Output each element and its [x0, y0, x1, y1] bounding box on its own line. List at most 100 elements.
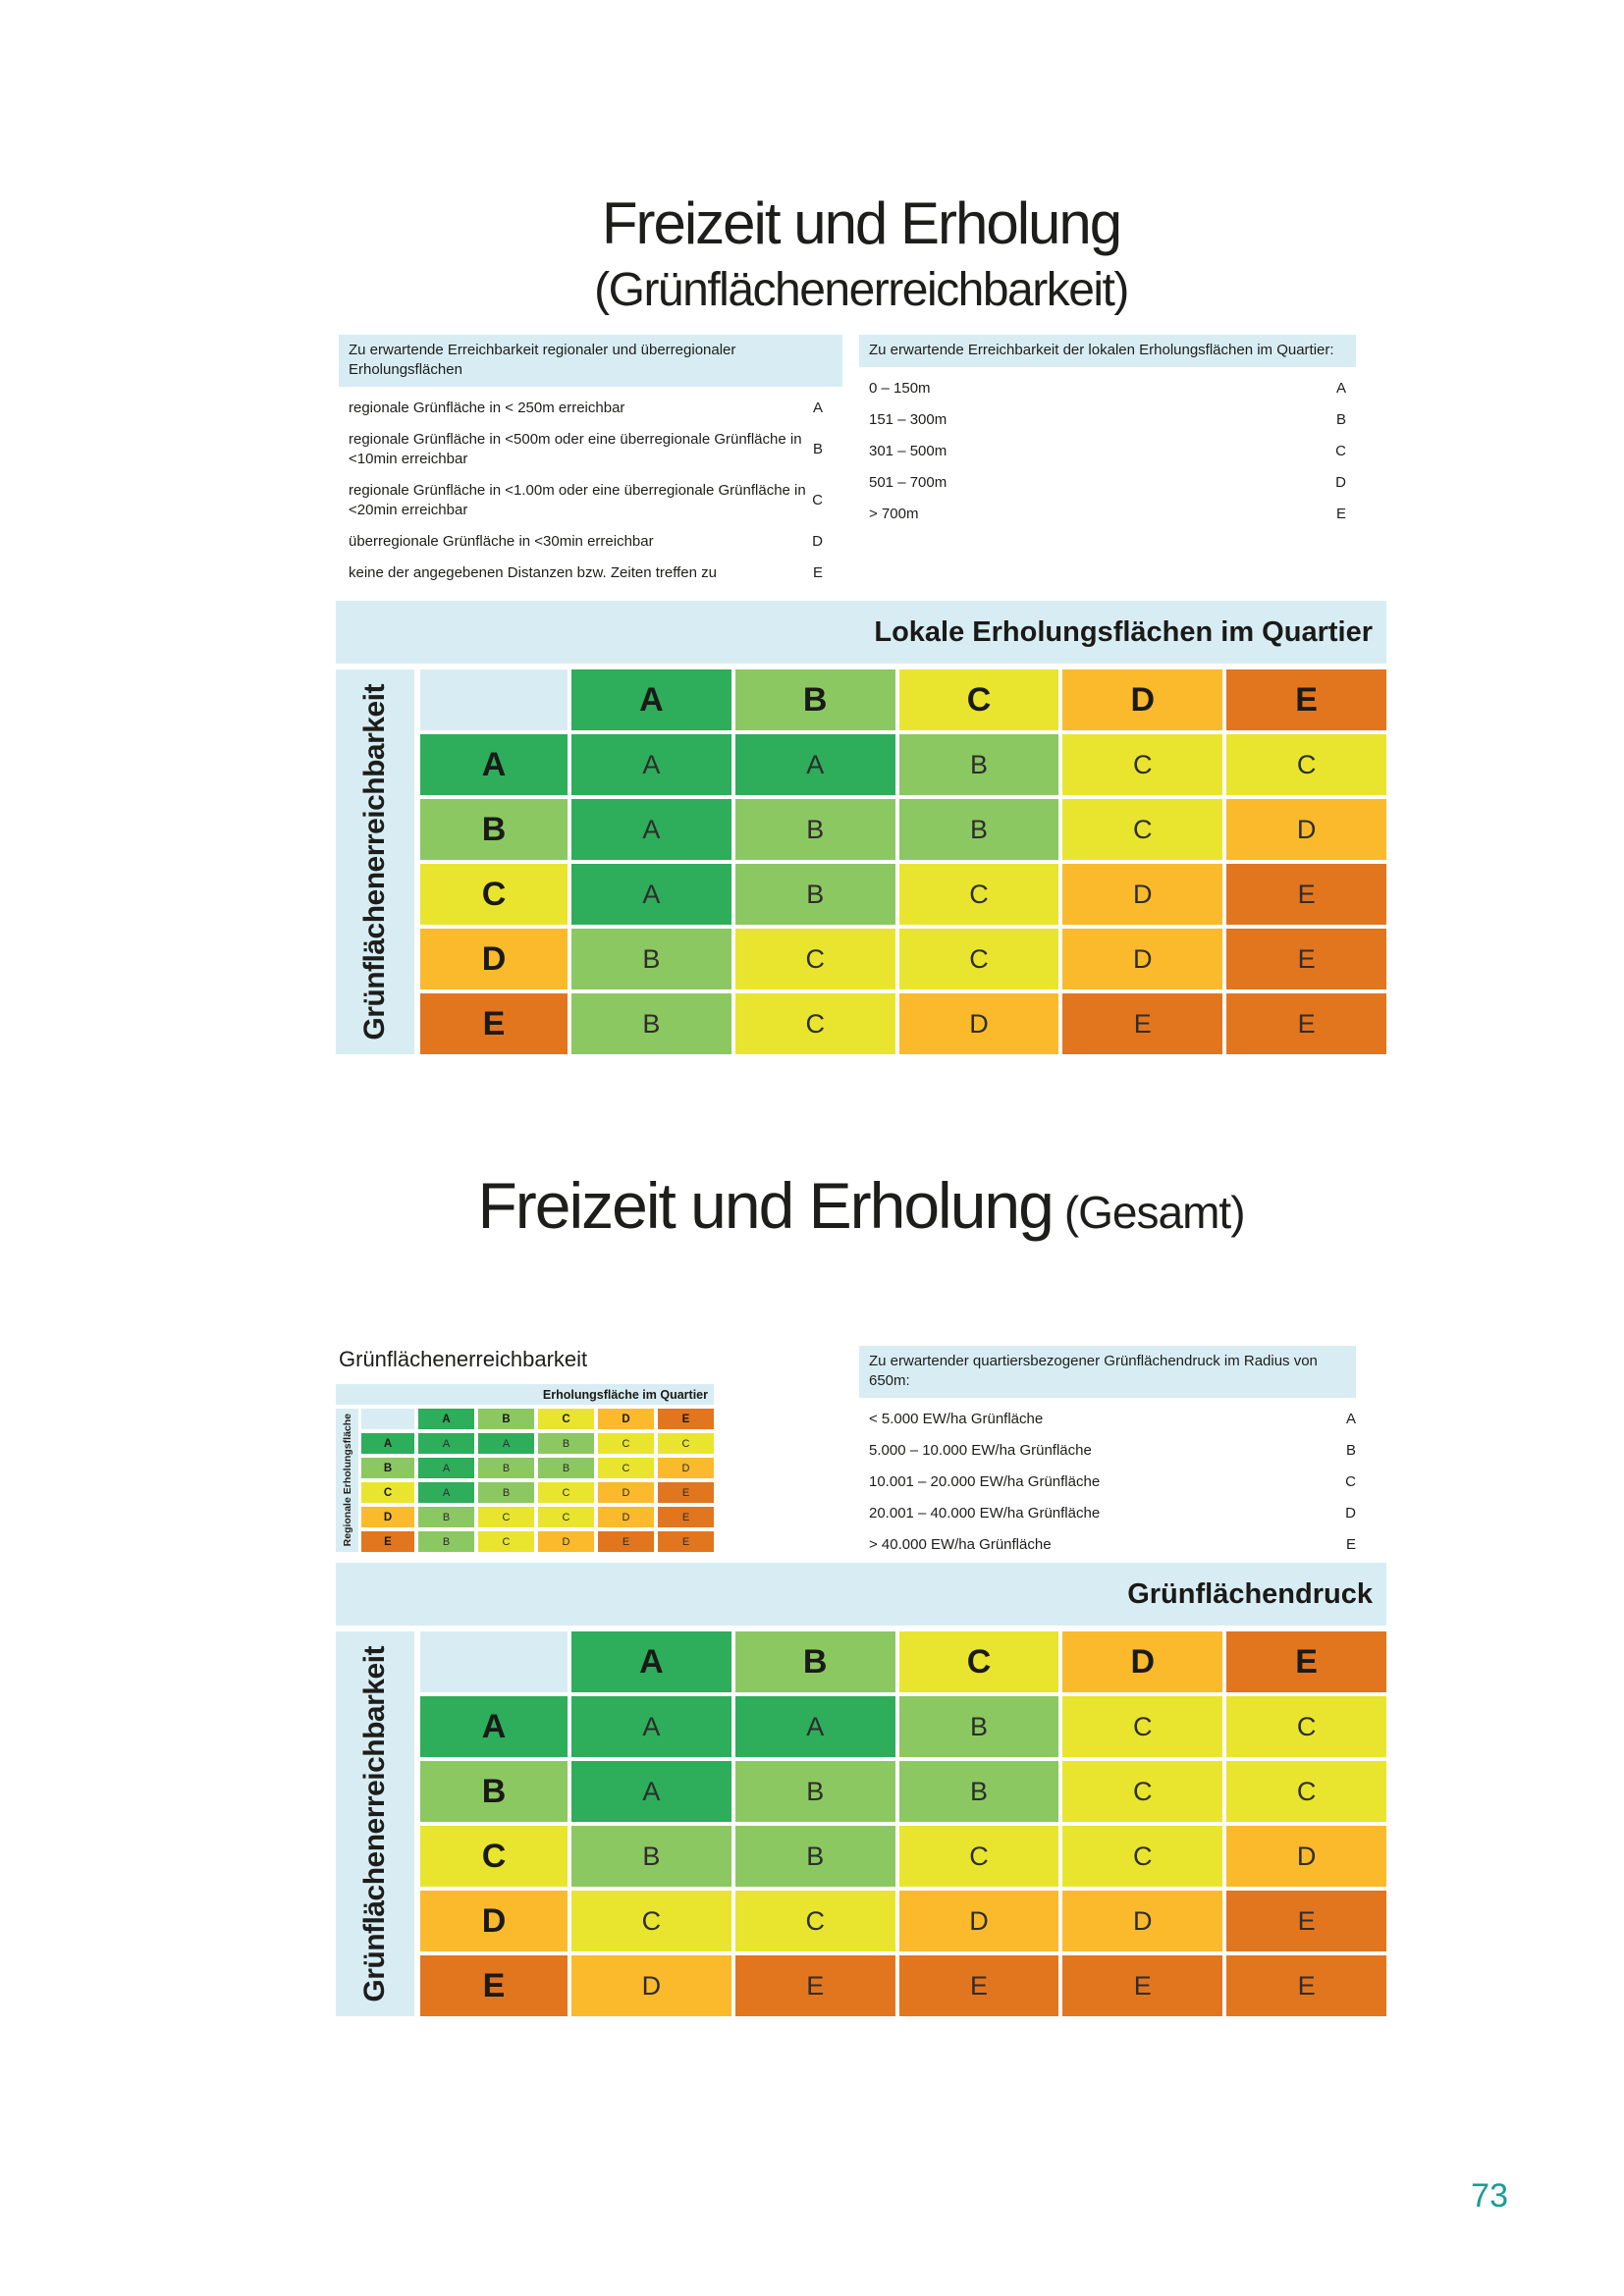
matrix-row-header: B	[420, 1761, 568, 1822]
section1-subtitle: (Grünflächenerreichbarkeit)	[594, 264, 1129, 316]
matrix-cell: B	[898, 799, 1059, 860]
criteria-grade: C	[812, 492, 823, 508]
matrix-row-header: B	[361, 1458, 414, 1478]
matrix-col-header: C	[898, 669, 1059, 730]
matrix-cell: D	[1062, 864, 1223, 925]
mini-matrix-label: Grünflächenerreichbarkeit	[339, 1347, 588, 1371]
matrix-side-label: Grünflächenerreichbarkeit	[336, 1631, 414, 2016]
content-area: Freizeit und Erholung (Grünflächenerreic…	[336, 0, 1386, 2296]
criteria-row: > 700m E	[859, 505, 1356, 524]
criteria-label: < 5.000 EW/ha Grünfläche	[869, 1411, 1044, 1427]
matrix-col-header: C	[538, 1409, 594, 1429]
matrix-row-header: A	[361, 1433, 414, 1454]
matrix-row-header: C	[420, 864, 568, 925]
matrix-cell: B	[898, 1696, 1059, 1757]
matrix-cell: C	[898, 1826, 1059, 1887]
matrix-cell: C	[734, 993, 895, 1054]
matrix-row-header: A	[420, 1696, 568, 1757]
matrix-cell: E	[658, 1531, 714, 1552]
criteria-row: überregionale Grünfläche in <30min errei…	[339, 532, 842, 552]
matrix-col-header: B	[734, 669, 895, 730]
matrix-cell: D	[538, 1531, 594, 1552]
criteria-local: Zu erwartende Erreichbarkeit der lokalen…	[859, 335, 1356, 524]
matrix-cell: C	[478, 1507, 534, 1527]
matrix-cell: C	[1062, 799, 1223, 860]
matrix-col-header: E	[1226, 1631, 1386, 1692]
matrix-col-header: E	[658, 1409, 714, 1429]
matrix-row-header: D	[420, 1891, 568, 1951]
matrix-cell: E	[658, 1507, 714, 1527]
matrix-cell: A	[478, 1433, 534, 1454]
criteria-row: regionale Grünfläche in < 250m erreichba…	[339, 399, 842, 418]
matrix-cell: A	[571, 864, 731, 925]
section2-title: Freizeit und Erholung (Gesamt)	[336, 1170, 1386, 1259]
section2-title-main: Freizeit und Erholung	[477, 1169, 1054, 1242]
criteria-rows: 0 – 150m A 151 – 300m B 301 – 500m C 501 – 700…	[859, 379, 1356, 524]
matrix-cell: D	[898, 1891, 1059, 1951]
matrix-row-header: C	[361, 1482, 414, 1503]
matrix-cell: D	[598, 1507, 654, 1527]
matrix-cell: C	[734, 1891, 895, 1951]
criteria-rows: < 5.000 EW/ha Grünfläche A 5.000 – 10.000 …	[859, 1410, 1356, 1555]
criteria-label: 5.000 – 10.000 EW/ha Grünfläche	[869, 1442, 1092, 1459]
matrix-cell: C	[1062, 734, 1223, 795]
matrix-cell: A	[571, 734, 731, 795]
matrix-cell: D	[658, 1458, 714, 1478]
criteria-row: 501 – 700m D	[859, 473, 1356, 493]
matrix-body: Grünflächenerreichbarkeit A B C D E A A A B C C B A B B…	[336, 1631, 1386, 2016]
matrix-body: Regionale Erholungsfläche A B C D E A A A B C C B A B B…	[336, 1409, 714, 1552]
criteria-label: 501 – 700m	[869, 474, 947, 491]
criteria-row: keine der angegebenen Distanzen bzw. Zei…	[339, 563, 842, 583]
matrix-row-header: E	[420, 993, 568, 1054]
criteria-grade: A	[1345, 1411, 1356, 1427]
matrix-cell: C	[1062, 1761, 1223, 1822]
matrix-total: Grünflächendruck Grünflächenerreichbarkei…	[336, 1563, 1386, 2016]
matrix-band-title: Lokale Erholungsflächen im Quartier	[336, 601, 1386, 664]
criteria-grade: B	[812, 441, 823, 457]
matrix-cell: B	[898, 734, 1059, 795]
matrix-cell: B	[538, 1458, 594, 1478]
matrix-band-title: Erholungsfläche im Quartier	[336, 1384, 714, 1405]
criteria-header: Zu erwartende Erreichbarkeit der lokalen…	[859, 335, 1356, 367]
matrix-cell: C	[571, 1891, 731, 1951]
matrix-cell: E	[658, 1482, 714, 1503]
matrix-cell: C	[598, 1433, 654, 1454]
matrix-row-header: C	[420, 1826, 568, 1887]
criteria-label: regionale Grünfläche in < 250m erreichba…	[349, 400, 625, 416]
section2-title-suffix: (Gesamt)	[1063, 1187, 1246, 1238]
criteria-row: regionale Grünfläche in <1.00m oder eine…	[339, 481, 842, 520]
matrix-cell: C	[1226, 1696, 1386, 1757]
matrix-side-label-text: Regionale Erholungsfläche	[341, 1414, 353, 1547]
criteria-row: 151 – 300m B	[859, 410, 1356, 430]
matrix-cell: D	[1226, 799, 1386, 860]
criteria-header: Zu erwartender quartiersbezogener Grünfl…	[859, 1346, 1356, 1398]
matrix-col-header: E	[1226, 669, 1386, 730]
matrix-cell: B	[538, 1433, 594, 1454]
criteria-grade: D	[812, 533, 823, 550]
matrix-cell: E	[1062, 993, 1223, 1054]
mini-matrix-accessibility: Erholungsfläche im Quartier Regionale Erh…	[336, 1384, 714, 1552]
criteria-label: 10.001 – 20.000 EW/ha Grünfläche	[869, 1473, 1101, 1490]
criteria-label: > 40.000 EW/ha Grünfläche	[869, 1536, 1052, 1553]
matrix-row-header: A	[420, 734, 568, 795]
criteria-grade: B	[1345, 1442, 1356, 1459]
criteria-label: 301 – 500m	[869, 443, 947, 459]
matrix-col-header: D	[598, 1409, 654, 1429]
matrix-col-header: C	[898, 1631, 1059, 1692]
matrix-body: Grünflächenerreichbarkeit A B C D E A A A B C C B A B B…	[336, 669, 1386, 1054]
criteria-row: 5.000 – 10.000 EW/ha Grünfläche B	[859, 1441, 1356, 1461]
matrix-cell: C	[598, 1458, 654, 1478]
matrix-cell: B	[571, 1826, 731, 1887]
criteria-row: 10.001 – 20.000 EW/ha Grünfläche C	[859, 1472, 1356, 1492]
matrix-cell: A	[571, 1761, 731, 1822]
matrix-cell: E	[1226, 864, 1386, 925]
criteria-row: > 40.000 EW/ha Grünfläche E	[859, 1535, 1356, 1555]
matrix-cell: C	[898, 929, 1059, 989]
matrix-side-label: Regionale Erholungsfläche	[336, 1409, 358, 1552]
matrix-cell: D	[898, 993, 1059, 1054]
criteria-label: 151 – 300m	[869, 411, 947, 428]
matrix-col-header: B	[478, 1409, 534, 1429]
matrix-cell: D	[1062, 1891, 1223, 1951]
criteria-grade: B	[1335, 411, 1346, 428]
